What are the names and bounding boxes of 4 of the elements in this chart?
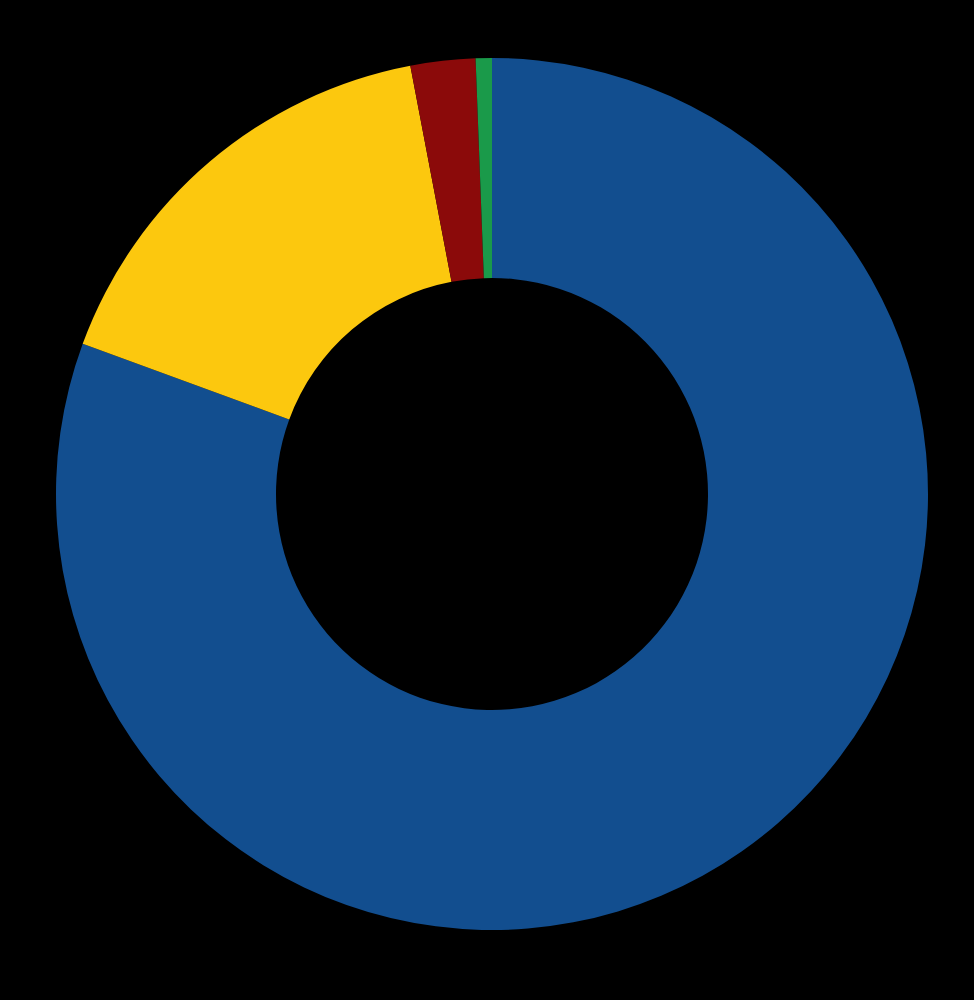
donut-slice — [475, 58, 492, 279]
donut-slice — [410, 58, 484, 282]
donut-slice — [56, 58, 928, 930]
donut-slice — [82, 65, 452, 420]
